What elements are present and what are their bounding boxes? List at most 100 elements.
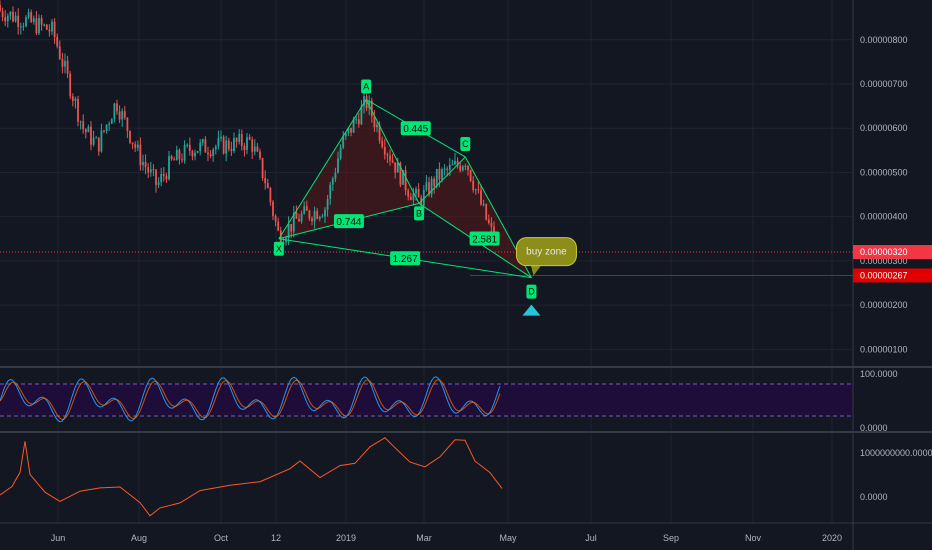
candle-body [298, 218, 300, 222]
candle-body [173, 159, 176, 161]
candle-body [155, 169, 157, 185]
candle-body [168, 156, 170, 180]
candle-body [103, 130, 105, 132]
candle-body [71, 96, 74, 101]
candle-body [373, 116, 376, 128]
candle-body [308, 210, 311, 219]
candle-body [113, 103, 116, 120]
pattern-point-badge [361, 79, 372, 94]
candle-body [142, 162, 144, 166]
pattern-point-label: A [363, 81, 369, 91]
candle-body [394, 162, 397, 173]
stoch-rsi-lines [0, 376, 501, 423]
candle-body [381, 140, 384, 147]
candle-body [459, 165, 462, 171]
candle-body [433, 178, 436, 187]
candle-body [277, 221, 280, 231]
candle-body [1, 11, 4, 18]
candle-body [227, 140, 230, 150]
candle-body [253, 146, 256, 152]
candle-body [32, 18, 35, 22]
candle-body [243, 146, 246, 150]
candle-body [441, 169, 443, 180]
pattern-ratio-label: 1.267 [393, 254, 418, 265]
candle-body [313, 210, 316, 222]
price-tick-label: 0.00000300 [860, 256, 908, 266]
pattern-point-badge [526, 284, 537, 299]
time-tick-label: Nov [745, 533, 762, 543]
candle-body [214, 146, 217, 150]
time-tick-label: 2019 [336, 533, 356, 543]
candle-body [428, 182, 430, 195]
candle-body [396, 162, 399, 173]
candle-body [19, 26, 22, 28]
candle-body [435, 168, 438, 187]
candle-body [264, 178, 267, 184]
candle-body [45, 24, 48, 30]
pattern-leg-ab [365, 99, 420, 204]
candle-body [363, 96, 365, 107]
candle-body [64, 60, 66, 67]
pattern-ratio-label: 0.445 [403, 124, 428, 135]
pattern-ratio-label: 0.744 [336, 217, 361, 228]
candle-body [225, 140, 228, 154]
harmonic-pattern-labels[interactable]: X A B C D 0.744 0.445 1.267 2.581 buy zone [273, 79, 577, 316]
candle-body [178, 149, 181, 160]
candle-body [188, 144, 191, 152]
candle-body [477, 189, 480, 191]
candle-body [230, 149, 233, 152]
candle-body [331, 178, 334, 185]
candle-body [152, 169, 155, 171]
candle-body [404, 170, 407, 191]
candle-body [370, 100, 373, 117]
price-lines [0, 251, 853, 276]
candle-body [97, 137, 100, 152]
candle-body [469, 170, 472, 181]
candle-body [30, 12, 33, 22]
candle-body [430, 178, 433, 195]
candle-body [256, 146, 259, 152]
pattern-leg-xa [278, 99, 367, 240]
candle-body [311, 218, 313, 222]
time-tick-label: Jul [585, 533, 597, 543]
obv-tick-label: 0.0000 [860, 492, 888, 502]
candle-body [108, 123, 111, 125]
candle-body [355, 119, 358, 121]
buy-arrow-icon [522, 304, 541, 316]
candle-body [295, 212, 298, 219]
price-axis[interactable]: 0.00000800 0.00000700 0.00000600 0.00000500… [853, 35, 932, 355]
time-axis[interactable]: Jun Aug Oct 12 2019 Mar May Jul Sep Nov 2020 [51, 533, 842, 543]
time-tick-label: Aug [131, 533, 147, 543]
candle-body [399, 162, 402, 185]
price-tick-label: 0.00000700 [860, 79, 908, 89]
candle-body [456, 160, 459, 166]
price-tick-label: 0.00000100 [860, 344, 908, 354]
candle-body [162, 174, 165, 176]
candle-body [233, 138, 235, 152]
candle-body [186, 144, 189, 146]
candle-body [95, 137, 98, 139]
pattern-ratio-badge [390, 251, 421, 266]
price-tick-label: 0.00000600 [860, 123, 908, 133]
pattern-point-label: B [416, 208, 422, 218]
candle-body [318, 216, 321, 219]
candle-body [56, 37, 59, 47]
time-tick-label: 2020 [822, 533, 842, 543]
candle-body [139, 144, 142, 166]
price-tick-label: 0.00000400 [860, 212, 908, 222]
candle-body [35, 18, 38, 34]
pattern-point-label: C [462, 139, 469, 149]
candle-body [446, 168, 449, 170]
candle-body [25, 17, 27, 27]
indicator-axes: 100.0000 0.0000 1000000000.0000 0.0000 [860, 369, 932, 502]
candle-body [412, 193, 415, 201]
candle-body [196, 151, 199, 153]
candle-body [58, 46, 61, 59]
candle-body [391, 160, 394, 163]
candle-body [266, 183, 269, 189]
price-marker-tag [853, 268, 932, 283]
candle-body [357, 119, 360, 125]
candle-body [383, 146, 386, 155]
candle-body [175, 149, 178, 161]
